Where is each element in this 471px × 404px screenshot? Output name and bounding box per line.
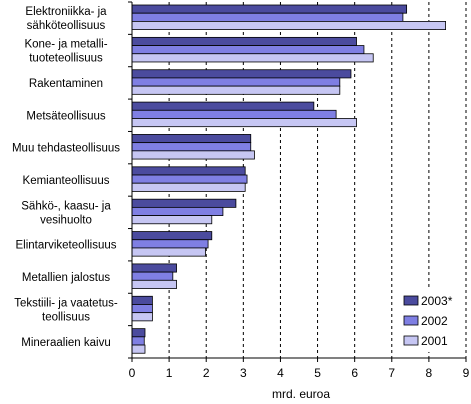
bar-2001-2	[131, 85, 341, 95]
category-label-line: Kone- ja metalli-	[24, 39, 107, 51]
bar-2001-1	[131, 53, 374, 63]
category-label: Rakentaminen	[29, 78, 103, 90]
legend-label: 2002	[421, 314, 448, 328]
category-label: Muu tehdasteollisuus	[12, 143, 120, 155]
category-label-line: Metallien jalostus	[22, 272, 110, 284]
x-tick-label: 6	[351, 366, 358, 380]
bar-2002-2	[131, 77, 341, 87]
category-label-line: Tekstiili- ja vaatetus-	[14, 297, 118, 309]
bar-2003-9	[131, 295, 153, 305]
category-label: Sähkö-, kaasu- ja vesihuolto	[21, 200, 111, 226]
bar-2002-1	[131, 45, 365, 55]
bar-2002-4	[131, 142, 252, 152]
x-tick-label: 7	[388, 366, 395, 380]
category-labels: Elektroniikka- ja sähköteollisuus Kone- ja…	[12, 6, 120, 349]
bar-2003-4	[131, 134, 252, 144]
x-tick-label: 0	[129, 366, 136, 380]
category-label: Mineraalien kaivu	[21, 337, 111, 349]
legend-label: 2003*	[421, 294, 453, 308]
x-tick-labels: 0 1 2 3 4 5 6 7 8 9	[128, 1, 470, 380]
x-tick-label: 5	[314, 366, 321, 380]
legend: 2003* 2002 2001	[399, 290, 459, 352]
bar-2003-10	[131, 328, 146, 338]
bar-2001-5	[131, 182, 246, 192]
bar-2001-6	[131, 215, 213, 225]
bar-2002-3	[131, 109, 337, 119]
bar-2002-0	[131, 12, 404, 22]
category-label-line: teollisuus	[42, 311, 90, 323]
category-label: Metallien jalostus	[22, 272, 110, 284]
bar-2001-10	[131, 344, 146, 354]
bar-2003-0	[131, 4, 408, 14]
x-tick-label: 9	[463, 366, 470, 380]
category-label-line: Elintarviketeollisuus	[16, 240, 117, 252]
bar-2003-1	[131, 36, 357, 46]
bar-2003-3	[131, 101, 315, 111]
category-label: Kone- ja metalli-tuoteteollisuus	[24, 39, 107, 65]
bar-2003-8	[131, 263, 177, 273]
x-tick-label: 1	[166, 366, 173, 380]
category-label-line: Muu tehdasteollisuus	[12, 143, 120, 155]
bar-2002-7	[131, 239, 209, 249]
category-label-line: Mineraalien kaivu	[21, 337, 111, 349]
category-label-line: vesihuolto	[40, 214, 92, 226]
category-label-line: Metsäteollisuus	[26, 110, 106, 122]
bar-2001-8	[131, 279, 177, 289]
bar-2002-10	[131, 336, 145, 346]
category-label: Tekstiili- ja vaatetus-teollisuus	[14, 297, 118, 323]
bars	[131, 4, 446, 354]
category-label-line: tuoteteollisuus	[29, 53, 103, 65]
category-label-line: sähköteollisuus	[27, 20, 106, 32]
bar-2003-7	[131, 231, 213, 241]
category-label: Kemianteollisuus	[23, 175, 110, 187]
category-label-line: Rakentaminen	[29, 78, 103, 90]
legend-swatch	[403, 295, 419, 306]
bar-2002-6	[131, 206, 224, 216]
x-tick-label: 3	[240, 366, 247, 380]
x-tick-label: 4	[277, 366, 284, 380]
category-label: Elektroniikka- ja sähköteollisuus	[25, 6, 107, 32]
x-tick-label: 2	[203, 366, 210, 380]
x-tick-label: 8	[426, 366, 433, 380]
bar-2001-0	[131, 20, 446, 30]
category-label-line: Elektroniikka- ja	[25, 6, 107, 18]
x-axis-title: mrd. euroa	[272, 387, 330, 401]
bar-2001-9	[131, 312, 153, 322]
bar-2002-9	[131, 304, 153, 314]
category-label: Elintarviketeollisuus	[16, 240, 117, 252]
bar-2002-5	[131, 174, 248, 184]
category-label-line: Kemianteollisuus	[23, 175, 110, 187]
bar-2003-2	[131, 69, 352, 79]
axes	[131, 2, 466, 359]
legend-swatch	[403, 315, 419, 326]
category-label: Metsäteollisuus	[26, 110, 106, 122]
legend-label: 2001	[421, 334, 448, 348]
bar-2003-6	[131, 198, 237, 208]
bar-2001-3	[131, 118, 357, 128]
legend-swatch	[403, 335, 419, 346]
bar-2003-5	[131, 166, 246, 176]
bar-2001-7	[131, 247, 206, 257]
bar-2002-8	[131, 271, 174, 281]
category-label-line: Sähkö-, kaasu- ja	[21, 200, 111, 212]
bar-2001-4	[131, 150, 255, 160]
